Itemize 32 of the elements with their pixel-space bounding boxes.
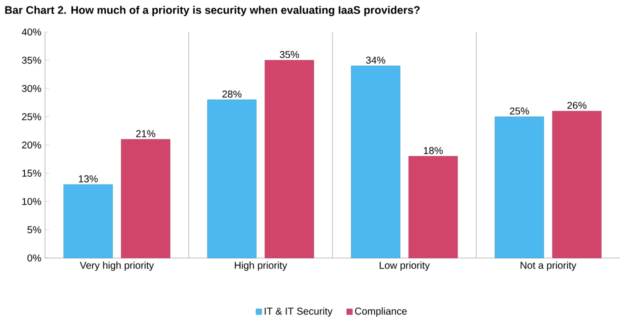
data-label: 21% bbox=[136, 130, 156, 138]
data-label: 26% bbox=[567, 102, 587, 109]
y-tick-label: 35% bbox=[22, 56, 42, 64]
bar bbox=[494, 116, 544, 258]
y-tick-label: 30% bbox=[22, 84, 42, 92]
data-label: 18% bbox=[424, 147, 443, 154]
x-tick-label: High priority bbox=[234, 262, 288, 271]
x-tick-label: Not a priority bbox=[520, 262, 576, 271]
x-tick-label: Low priority bbox=[380, 262, 430, 271]
bar bbox=[408, 156, 458, 258]
legend-label: IT & IT Security bbox=[264, 307, 333, 317]
y-tick-label: 15% bbox=[22, 170, 42, 177]
bar bbox=[350, 66, 400, 258]
y-tick-label: 10% bbox=[22, 198, 42, 206]
bar bbox=[552, 110, 602, 258]
bar bbox=[264, 60, 314, 258]
y-tick-label: 0% bbox=[27, 254, 42, 262]
data-label: 28% bbox=[222, 90, 242, 98]
data-label: 35% bbox=[280, 51, 299, 58]
data-label: 34% bbox=[366, 56, 386, 64]
bar bbox=[207, 100, 257, 258]
bar bbox=[63, 184, 113, 258]
y-tick-label: 20% bbox=[22, 141, 42, 149]
x-tick-label: Very high priority bbox=[80, 262, 154, 271]
data-label: 25% bbox=[510, 108, 530, 115]
legend-label: Compliance bbox=[355, 307, 407, 317]
y-tick-label: 5% bbox=[27, 226, 42, 234]
y-tick-label: 40% bbox=[22, 28, 42, 36]
data-label: 13% bbox=[78, 175, 98, 182]
bar bbox=[120, 139, 170, 258]
y-tick-label: 25% bbox=[22, 113, 42, 120]
chart-title: Bar Chart 2. How much of a priority is security when evaluating IaaS providers? bbox=[5, 6, 420, 16]
